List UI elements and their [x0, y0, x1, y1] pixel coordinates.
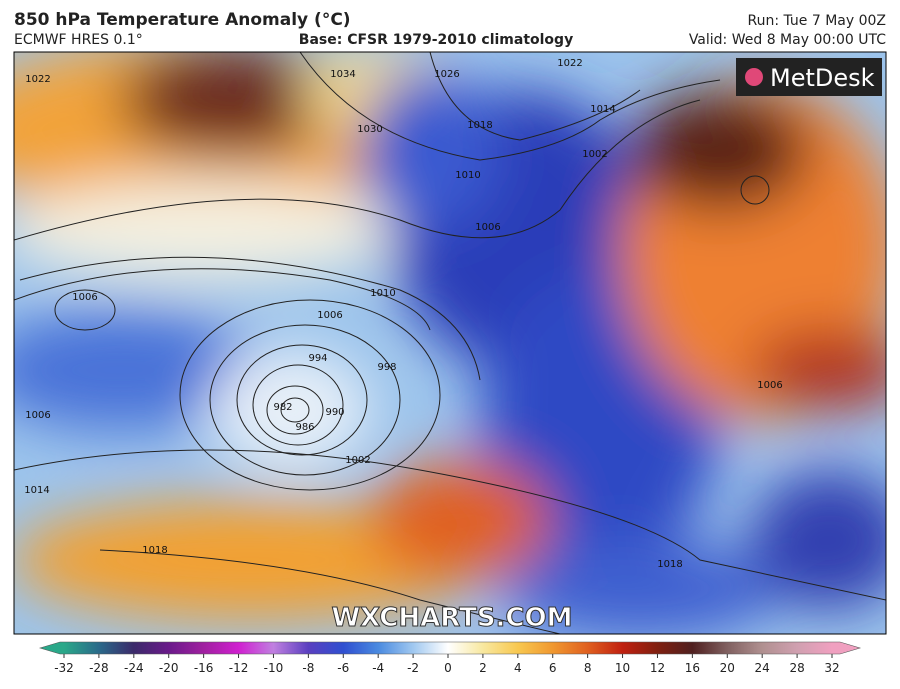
isobar-label: 994	[308, 353, 327, 364]
colorbar-label: -10	[264, 661, 284, 675]
colorbar-label: -20	[159, 661, 179, 675]
isobar-label: 998	[377, 362, 396, 373]
colorbar-label: 32	[824, 661, 839, 675]
map-frame	[13, 51, 887, 635]
isobar-label: 1006	[317, 310, 342, 321]
colorbar-label: -28	[89, 661, 109, 675]
isobar-label: 1018	[657, 559, 682, 570]
colorbar-label: 4	[514, 661, 522, 675]
colorbar-label: -4	[372, 661, 384, 675]
isobar-label: 1018	[142, 545, 167, 556]
logo: MetDesk	[770, 64, 875, 92]
isobar-label: 986	[295, 422, 314, 433]
model: ECMWF HRES 0.1°	[14, 32, 143, 48]
colorbar-label: 16	[685, 661, 700, 675]
title: 850 hPa Temperature Anomaly (°C)	[14, 10, 351, 30]
colorbar-label: -24	[124, 661, 144, 675]
colorbar-label: -32	[54, 661, 74, 675]
colorbar-label: 12	[650, 661, 665, 675]
isobar-label: 1018	[467, 120, 492, 131]
isobar-label: 1014	[24, 485, 49, 496]
map-field	[14, 52, 886, 634]
isobars	[14, 52, 886, 634]
isobar-label: 990	[325, 407, 344, 418]
isobar-label: 1006	[475, 222, 500, 233]
colorbar-label: -16	[194, 661, 214, 675]
run: Run: Tue 7 May 00Z	[747, 13, 886, 29]
colorbar-label: 28	[789, 661, 804, 675]
isobar-label: 1006	[25, 410, 50, 421]
logo-icon	[745, 68, 763, 86]
colorbar-label: -6	[337, 661, 349, 675]
isobar-label: 1030	[357, 124, 382, 135]
colorbar-label: -12	[229, 661, 249, 675]
isobar-label: 1006	[757, 380, 782, 391]
colorbar-label: 8	[584, 661, 592, 675]
colorbar-label: 6	[549, 661, 557, 675]
colorbar-label: 20	[720, 661, 735, 675]
watermark: WXCHARTS.COM	[331, 603, 572, 633]
colorbar-label: 0	[444, 661, 452, 675]
colorbar-label: 24	[755, 661, 770, 675]
isobar-label: 1010	[455, 170, 480, 181]
colorbar-label: -2	[407, 661, 419, 675]
isobar-label: 982	[273, 402, 292, 413]
isobar-label: 1022	[557, 58, 582, 69]
isobar-label: 1002	[345, 455, 370, 466]
isobar-label: 1006	[72, 292, 97, 303]
colorbar-label: 2	[479, 661, 487, 675]
colorbar-label: -8	[302, 661, 314, 675]
valid: Valid: Wed 8 May 00:00 UTC	[689, 32, 886, 48]
isobar-label: 1022	[25, 74, 50, 85]
isobar-label: 1010	[370, 288, 395, 299]
base: Base: CFSR 1979-2010 climatology	[299, 32, 573, 48]
colorbar	[38, 641, 862, 655]
colorbar-label: 10	[615, 661, 630, 675]
isobar-label: 1034	[330, 69, 355, 80]
isobar-label: 1002	[582, 149, 607, 160]
isobar-label: 1026	[434, 69, 459, 80]
isobar-label: 1014	[590, 104, 615, 115]
